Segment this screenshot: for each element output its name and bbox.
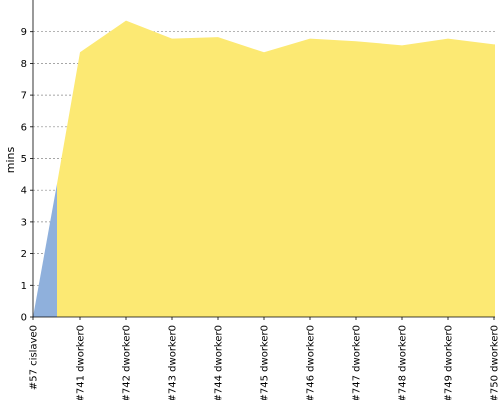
x-tick-label: #750 dworker0 <box>490 325 500 400</box>
area-series <box>33 20 495 317</box>
x-tick-label: #745 dworker0 <box>260 325 271 400</box>
y-tick-label: 3 <box>21 217 27 228</box>
x-tick-label: #747 dworker0 <box>352 325 363 400</box>
x-tick-label: #748 dworker0 <box>398 325 409 400</box>
y-tick-label: 9 <box>21 27 27 38</box>
x-tick-label: #744 dworker0 <box>214 325 225 400</box>
y-tick-label: 7 <box>21 91 27 102</box>
x-tick-label: #746 dworker0 <box>306 325 317 400</box>
x-tick-label: #742 dworker0 <box>122 325 133 400</box>
x-tick-label: #57 cislave0 <box>29 325 40 390</box>
y-tick-label: 5 <box>21 154 27 165</box>
x-tick-label: #749 dworker0 <box>444 325 455 400</box>
blue-area-segment <box>33 183 57 317</box>
y-tick-label: 6 <box>21 122 27 133</box>
x-tick-label: #743 dworker0 <box>168 325 179 400</box>
y-axis-label: mins <box>4 146 17 173</box>
y-tick-label: 4 <box>21 186 27 197</box>
y-tick-label: 0 <box>21 313 27 324</box>
y-tick-label: 8 <box>21 59 27 70</box>
y-tick-label: 2 <box>21 249 27 260</box>
x-tick-labels: #57 cislave0 #741 dworker0 #742 dworker0 #7… <box>29 317 500 400</box>
x-tick-label: #741 dworker0 <box>76 325 87 400</box>
y-tick-label: 1 <box>21 281 27 292</box>
y-tick-labels: 0 1 2 3 4 5 6 7 8 9 <box>21 27 33 324</box>
yellow-area-segment <box>57 20 495 317</box>
